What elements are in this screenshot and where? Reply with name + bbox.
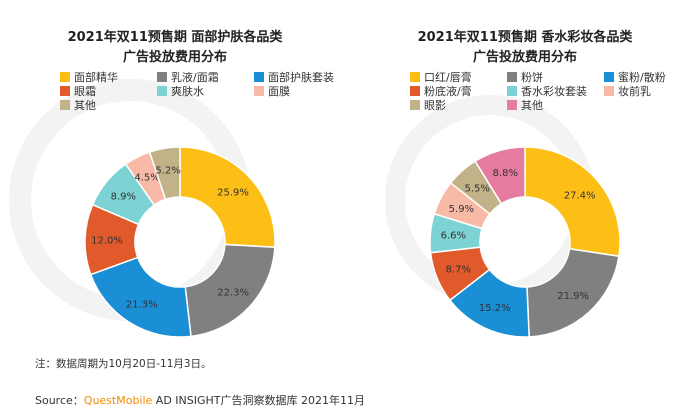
source-rest: AD INSIGHT广告洞察数据库 2021年11月 — [152, 394, 366, 407]
legend-item: 乳液/面霜 — [157, 71, 219, 85]
legend-item: 口红/唇膏 — [410, 71, 472, 85]
slice-value-label: 5.2% — [155, 165, 180, 176]
chart-title-left-line2: 广告投放费用分布 — [122, 50, 227, 65]
legend-label: 面膜 — [268, 85, 290, 98]
slice-value-label: 21.3% — [126, 300, 158, 311]
legend-item: 面部精华 — [60, 71, 118, 85]
legend-item: 其他 — [60, 99, 96, 113]
chart-title-left: 2021年双11预售期 面部护肤各品类 广告投放费用分布 — [0, 28, 350, 68]
donut-slice — [89, 256, 192, 338]
donut-chart-right: 27.4% 21.9% 15.2% 8.7% 6.6% 5.9% 5.5%8.8% — [429, 146, 621, 338]
donut-slice — [179, 146, 276, 249]
slice-value-label: 4.5% — [134, 172, 159, 183]
slice-value-label: 8.9% — [111, 191, 136, 202]
legend-swatch — [507, 100, 517, 110]
legend-item: 面部护肤套装 — [254, 71, 334, 85]
legend-item: 爽肤水 — [157, 85, 204, 99]
donut-slice — [526, 247, 620, 338]
slice-value-label: 22.3% — [217, 288, 249, 299]
legend-swatch — [254, 72, 264, 82]
slice-value-label: 12.0% — [91, 236, 123, 247]
legend-label: 爽肤水 — [171, 85, 204, 98]
chart-panel-left: 2021年双11预售期 面部护肤各品类 广告投放费用分布 面部精华 乳液/面霜 面部… — [0, 0, 350, 345]
legend-swatch — [604, 86, 614, 96]
legend-swatch — [157, 72, 167, 82]
legend-label: 其他 — [74, 99, 96, 112]
legend-item: 眼影 — [410, 99, 446, 113]
legend-label: 蜜粉/散粉 — [618, 71, 666, 84]
donut-slice — [184, 243, 276, 338]
donut-chart-left: 25.9% 22.3% 21.3% 12.0% 8.9% 4.5%5.2% — [84, 146, 276, 338]
slice-value-label: 6.6% — [441, 231, 466, 242]
data-period-note: 注：数据周期为10月20日-11月3日。 — [35, 358, 212, 370]
source-line: Source：QuestMobile AD INSIGHT广告洞察数据库 202… — [35, 392, 365, 408]
chart-title-right-line2: 广告投放费用分布 — [472, 50, 577, 65]
slice-value-label: 27.4% — [564, 191, 596, 202]
legend-label: 粉底液/膏 — [424, 85, 472, 98]
donut-slice — [148, 146, 181, 201]
legend-item: 妆前乳 — [604, 85, 651, 99]
legend-item: 其他 — [507, 99, 543, 113]
legend-item: 粉饼 — [507, 71, 543, 85]
slice-value-label: 5.5% — [465, 184, 490, 195]
slice-value-label: 8.8% — [493, 168, 518, 179]
chart-title-right-line1: 2021年双11预售期 香水彩妆各品类 — [417, 30, 633, 45]
legend-item: 蜜粉/散粉 — [604, 71, 666, 85]
legend-label: 面部护肤套装 — [268, 71, 334, 84]
legend-swatch — [410, 86, 420, 96]
slice-value-label: 15.2% — [479, 303, 511, 314]
legend-swatch — [410, 100, 420, 110]
legend-swatch — [60, 72, 70, 82]
legend-label: 眼影 — [424, 99, 446, 112]
legend-label: 面部精华 — [74, 71, 118, 84]
legend-item: 面膜 — [254, 85, 290, 99]
source-brand: QuestMobile — [83, 394, 153, 407]
donut-slice — [474, 146, 526, 205]
chart-title-right: 2021年双11预售期 香水彩妆各品类 广告投放费用分布 — [350, 28, 700, 68]
legend-item: 粉底液/膏 — [410, 85, 472, 99]
legend-swatch — [507, 72, 517, 82]
slice-value-label: 8.7% — [446, 265, 471, 276]
legend-label: 口红/唇膏 — [424, 71, 472, 84]
legend-label: 乳液/面霜 — [171, 71, 219, 84]
legend-label: 妆前乳 — [618, 85, 651, 98]
legend-swatch — [254, 86, 264, 96]
source-prefix: Source： — [35, 394, 84, 407]
legend-label: 眼霜 — [74, 85, 96, 98]
slice-value-label: 21.9% — [557, 291, 589, 302]
legend-swatch — [604, 72, 614, 82]
legend-swatch — [410, 72, 420, 82]
legend-swatch — [157, 86, 167, 96]
legend-item: 眼霜 — [60, 85, 96, 99]
donut-slice — [524, 146, 621, 258]
legend-item: 香水彩妆套装 — [507, 85, 587, 99]
chart-title-left-line1: 2021年双11预售期 面部护肤各品类 — [67, 30, 283, 45]
chart-panel-right: 2021年双11预售期 香水彩妆各品类 广告投放费用分布 口红/唇膏 粉饼 蜜粉/散… — [350, 0, 700, 345]
legend-label: 粉饼 — [521, 71, 543, 84]
legend-swatch — [60, 86, 70, 96]
legend-swatch — [60, 100, 70, 110]
legend-label: 其他 — [521, 99, 543, 112]
slice-value-label: 25.9% — [217, 187, 249, 198]
legend-label: 香水彩妆套装 — [521, 85, 587, 98]
slice-value-label: 5.9% — [449, 204, 474, 215]
legend-swatch — [507, 86, 517, 96]
